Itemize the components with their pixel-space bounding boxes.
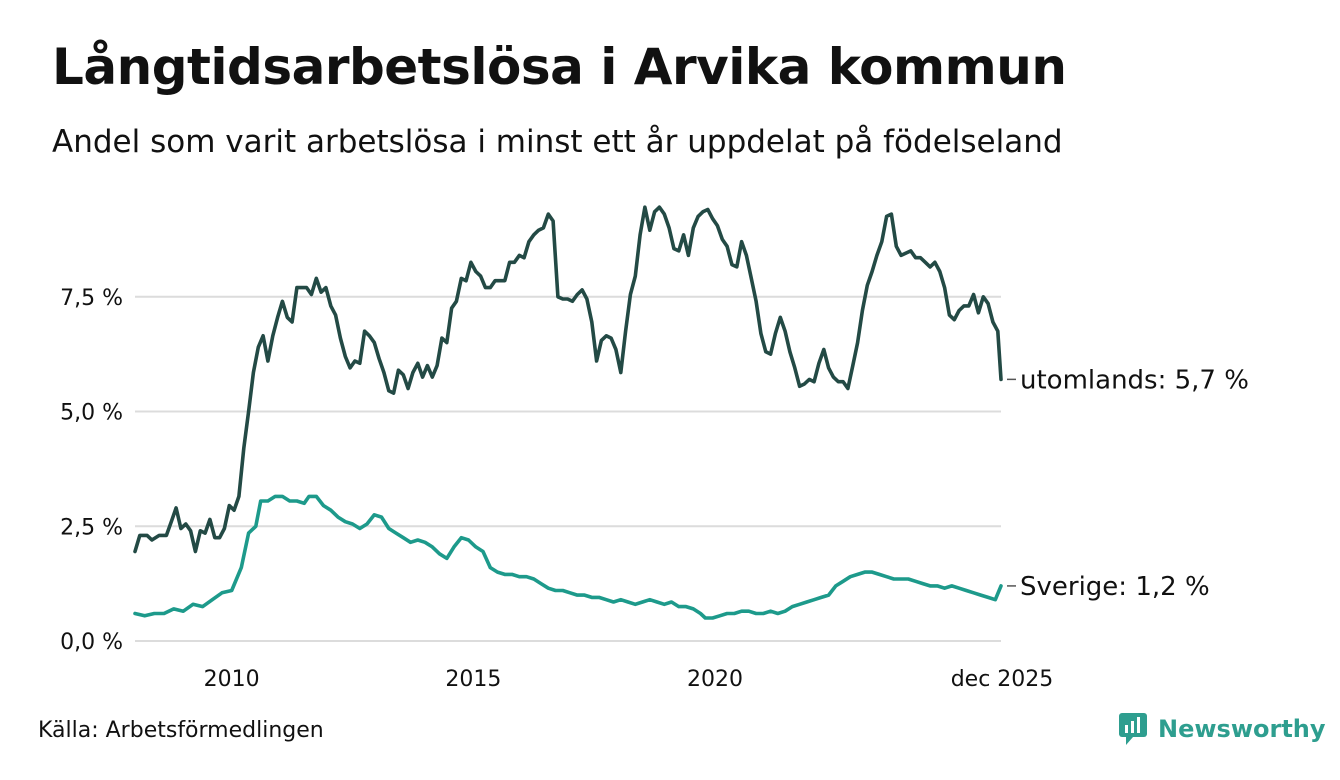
brand-logo[interactable]: Newsworthy: [1118, 712, 1326, 746]
series-end-labels: utomlands: 5,7 % Sverige: 1,2 %: [1007, 365, 1249, 602]
x-tick-label: 2020: [687, 667, 743, 692]
y-tick-label: 0,0 %: [60, 630, 123, 655]
chart-title: Långtidsarbetslösa i Arvika kommun: [52, 38, 1067, 96]
x-axis-labels: 2010 2015 2020 dec 2025: [204, 667, 1054, 692]
grid-lines: [135, 295, 1001, 642]
series-line-sverige: [133, 494, 1003, 620]
chart-subtitle: Andel som varit arbetslösa i minst ett å…: [52, 124, 1063, 160]
y-axis-labels: 0,0 % 2,5 % 5,0 % 7,5 %: [60, 286, 123, 655]
x-tick-label: dec 2025: [951, 667, 1054, 692]
brand-name: Newsworthy: [1158, 715, 1326, 743]
x-tick-label: 2015: [445, 667, 501, 692]
end-label-utomlands: utomlands: 5,7 %: [1020, 365, 1249, 395]
series-line-utomlands: [133, 205, 1003, 554]
end-label-sverige: Sverige: 1,2 %: [1020, 572, 1210, 602]
y-tick-label: 5,0 %: [60, 401, 123, 426]
x-tick-label: 2010: [204, 667, 260, 692]
y-tick-label: 7,5 %: [60, 286, 123, 311]
series-lines: [133, 205, 1003, 620]
newsworthy-logo-icon: [1119, 713, 1147, 745]
y-tick-label: 2,5 %: [60, 515, 123, 540]
source-note: Källa: Arbetsförmedlingen: [38, 718, 324, 743]
